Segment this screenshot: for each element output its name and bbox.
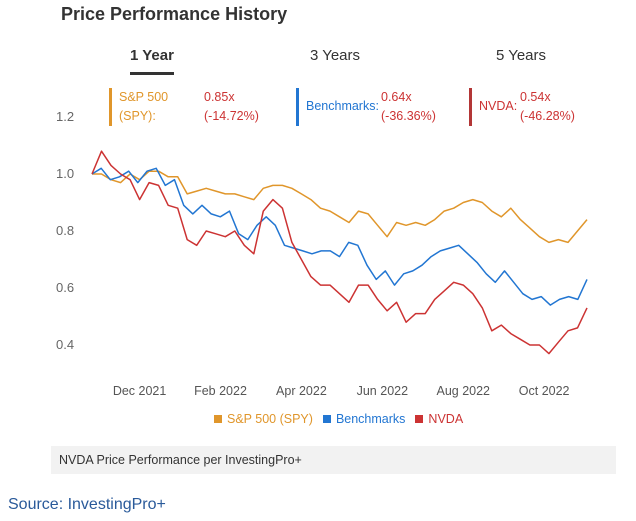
- stat-spy-label-1: S&P 500: [119, 90, 169, 104]
- tab-1-year[interactable]: 1 Year: [130, 47, 174, 64]
- legend-label-spy: S&P 500 (SPY): [227, 412, 313, 426]
- legend-label-nvda: NVDA: [428, 412, 464, 426]
- legend-item-benchmarks[interactable]: Benchmarks: [322, 412, 406, 426]
- x-tick-label: Oct 2022: [518, 384, 570, 398]
- chart-caption: NVDA Price Performance per InvestingPro+: [51, 446, 616, 474]
- y-tick-label: 0.4: [56, 337, 75, 352]
- series-line-nvda: [91, 150, 588, 355]
- y-tick-label: 0.6: [56, 280, 75, 295]
- chart-legend: S&P 500 (SPY) Benchmarks NVDA: [214, 412, 463, 426]
- active-tab-indicator: [130, 72, 174, 75]
- stat-spy: S&P 500 (SPY): 0.85x (-14.72%): [109, 88, 278, 126]
- stat-nvda-change: (-46.28%): [520, 109, 575, 123]
- stat-benchmarks-change: (-36.36%): [381, 109, 436, 123]
- series-line-benchmarks: [91, 167, 588, 306]
- legend-item-nvda[interactable]: NVDA: [415, 412, 463, 426]
- legend-label-benchmarks: Benchmarks: [335, 412, 406, 426]
- stat-nvda: NVDA: 0.54x (-46.28%): [469, 88, 608, 126]
- x-tick-label: Apr 2022: [276, 384, 327, 398]
- x-tick-label: Dec 2021: [112, 384, 167, 398]
- y-tick-label: 1.0: [56, 166, 75, 181]
- series-line-spy: [92, 170, 588, 244]
- stat-benchmarks: Benchmarks: 0.64x (-36.36%): [296, 88, 455, 126]
- stat-nvda-label: NVDA:: [479, 99, 518, 113]
- stat-nvda-value: 0.54x: [520, 90, 551, 104]
- source-link[interactable]: Source: InvestingPro+: [8, 496, 166, 513]
- stat-benchmarks-value: 0.64x: [381, 90, 412, 104]
- x-tick-label: Feb 2022: [194, 384, 247, 398]
- page-title: Price Performance History: [61, 4, 288, 24]
- legend-item-spy[interactable]: S&P 500 (SPY): [214, 412, 313, 426]
- stat-benchmarks-label: Benchmarks:: [306, 99, 379, 113]
- legend-swatch-nvda: [415, 415, 424, 423]
- legend-swatch-benchmarks: [322, 415, 331, 423]
- x-tick-label: Aug 2022: [436, 384, 491, 398]
- legend-swatch-spy: [214, 415, 222, 423]
- y-tick-label: 0.8: [56, 223, 75, 238]
- y-tick-label: 1.2: [56, 109, 75, 124]
- tab-5-years[interactable]: 5 Years: [495, 47, 547, 64]
- stat-spy-label-2: (SPY):: [119, 109, 156, 123]
- x-tick-label: Jun 2022: [356, 384, 409, 398]
- stat-spy-change: (-14.72%): [204, 109, 259, 123]
- stat-spy-value: 0.85x: [204, 90, 235, 104]
- tab-3-years[interactable]: 3 Years: [309, 47, 361, 64]
